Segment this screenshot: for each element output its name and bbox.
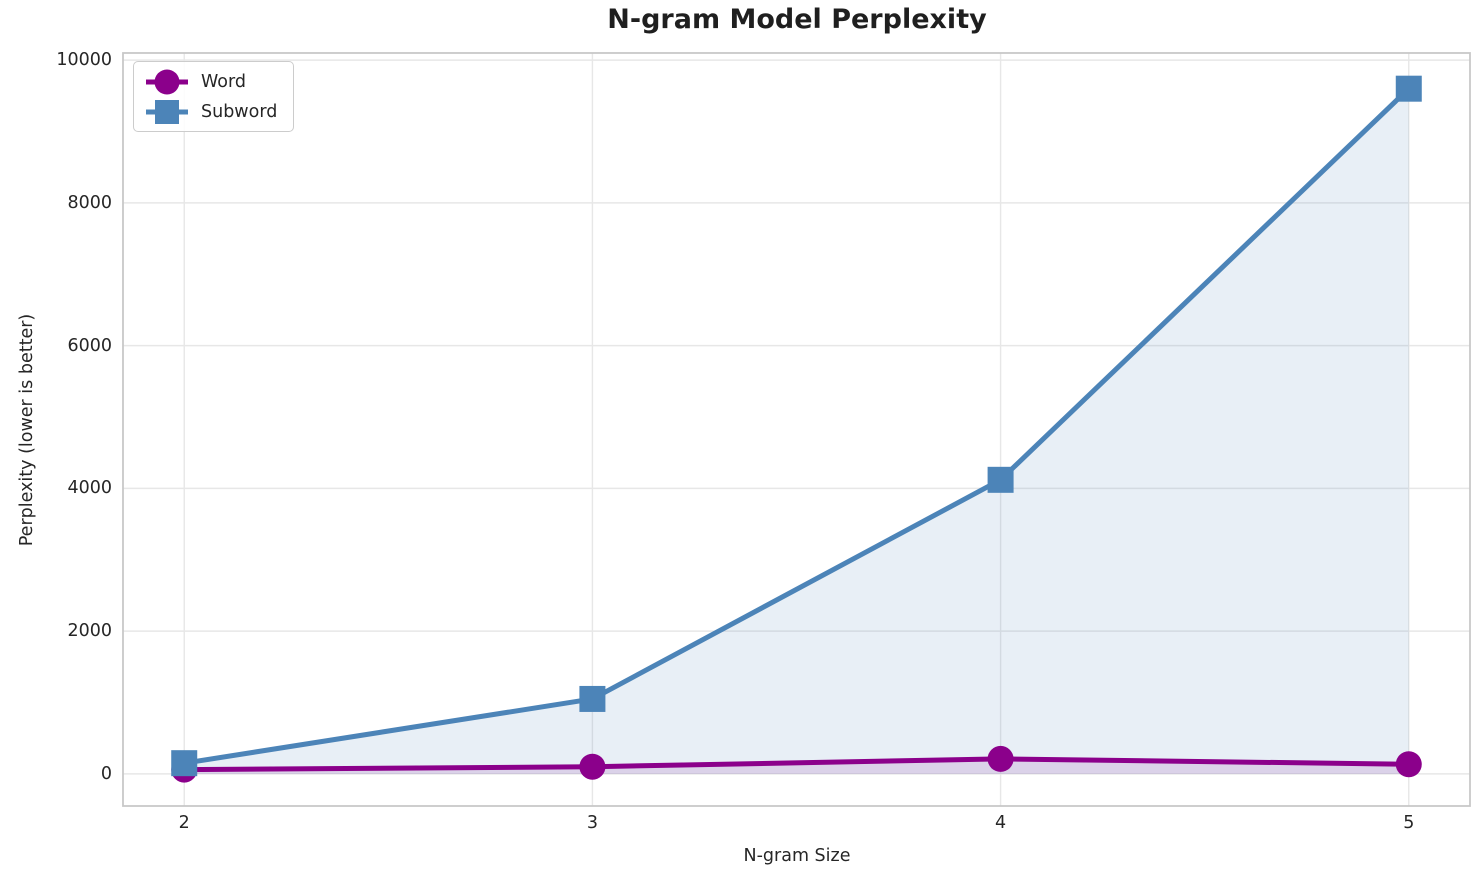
y-tick-label: 0	[100, 763, 112, 784]
line-subword	[183, 86, 1411, 766]
data-point-subword	[171, 750, 198, 777]
area-fill-subword	[184, 88, 1409, 774]
data-point-word	[579, 753, 606, 780]
x-tick-label: 2	[178, 813, 190, 833]
x-tick-label: 5	[1403, 813, 1415, 833]
chart-title: N-gram Model Perplexity	[607, 4, 987, 35]
line-word	[184, 756, 1409, 773]
plot-border	[122, 52, 1471, 807]
legend: Word Subword	[133, 61, 295, 132]
y-tick-label: 4000	[67, 478, 112, 499]
data-point-subword	[579, 685, 606, 712]
y-axis-label: Perplexity (lower is better)	[17, 313, 37, 547]
legend-marker-square-icon	[146, 99, 188, 124]
data-point-word	[1395, 751, 1422, 778]
x-axis-label: N-gram Size	[743, 846, 851, 866]
x-tick-label: 3	[586, 813, 598, 833]
legend-label: Word	[201, 71, 246, 92]
data-point-subword	[987, 466, 1014, 493]
legend-marker-circle-icon	[146, 69, 188, 94]
y-tick-label: 2000	[67, 621, 112, 642]
y-tick-label: 6000	[67, 335, 112, 356]
legend-label: Subword	[201, 101, 278, 122]
data-point-word	[987, 745, 1014, 772]
y-tick-label: 10000	[56, 50, 112, 71]
y-tick-label: 8000	[67, 192, 112, 213]
legend-item: Subword	[144, 97, 277, 126]
x-tick-label: 4	[995, 813, 1007, 833]
legend-item: Word	[144, 67, 277, 96]
data-point-subword	[1395, 75, 1422, 102]
